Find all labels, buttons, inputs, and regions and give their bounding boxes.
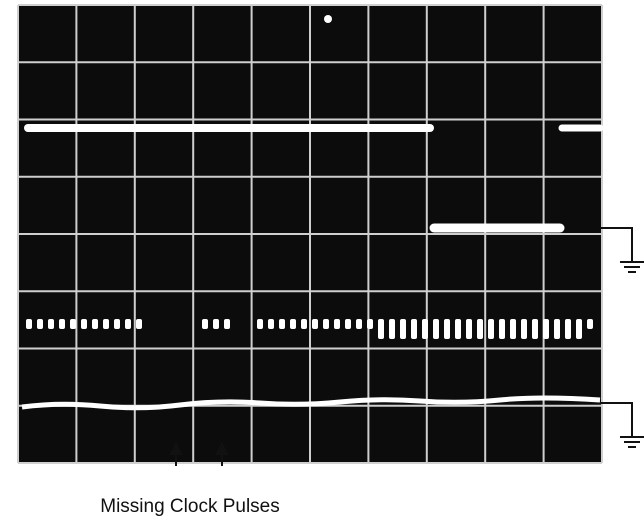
clock-pulse — [488, 319, 494, 339]
clock-pulse — [565, 319, 571, 339]
clock-pulse — [466, 319, 472, 339]
clock-pulse — [59, 319, 65, 329]
clock-pulse — [455, 319, 461, 339]
clock-pulse — [532, 319, 538, 339]
clock-pulse — [125, 319, 131, 329]
clock-pulse — [510, 319, 516, 339]
clock-pulse — [334, 319, 340, 329]
arrows — [169, 441, 229, 466]
clock-pulse — [290, 319, 296, 329]
clock-pulse — [356, 319, 362, 329]
clock-pulse — [92, 319, 98, 329]
clock-pulse — [103, 319, 109, 329]
graticule — [17, 4, 603, 464]
clock-pulse — [433, 319, 439, 339]
clock-pulse — [411, 319, 417, 339]
clock-pulse — [70, 319, 76, 329]
clock-pulse — [323, 319, 329, 329]
ground-symbol-upper — [600, 227, 644, 273]
clock-pulse — [136, 319, 142, 329]
trace-dot — [324, 15, 332, 23]
clock-pulse — [279, 319, 285, 329]
clock-pulse — [389, 319, 395, 339]
clock-pulse — [213, 319, 219, 329]
clock-pulse — [345, 319, 351, 329]
ground-symbol-lower — [600, 402, 644, 448]
clock-pulse — [587, 319, 593, 329]
clock-pulse — [400, 319, 406, 339]
clock-pulse — [224, 319, 230, 329]
clock-pulse — [81, 319, 87, 329]
clock-pulse — [114, 319, 120, 329]
clock-pulse — [312, 319, 318, 329]
clock-pulse — [268, 319, 274, 329]
clock-pulse — [257, 319, 263, 329]
caption: Missing Clock Pulses — [100, 496, 280, 517]
clock-pulse — [543, 319, 549, 339]
clock-pulse — [499, 319, 505, 339]
clock-pulse — [301, 319, 307, 329]
clock-pulse — [378, 319, 384, 339]
trace-bottom — [21, 395, 601, 411]
clock-pulse — [422, 319, 428, 339]
clock-pulse — [444, 319, 450, 339]
clock-trace — [26, 319, 593, 339]
clock-pulse — [477, 319, 483, 339]
clock-pulse — [367, 319, 373, 329]
clock-pulse — [576, 319, 582, 339]
clock-pulse — [521, 319, 527, 339]
clock-pulse — [26, 319, 32, 329]
clock-pulse — [37, 319, 43, 329]
clock-pulse — [554, 319, 560, 339]
clock-pulse — [202, 319, 208, 329]
clock-pulse — [48, 319, 54, 329]
